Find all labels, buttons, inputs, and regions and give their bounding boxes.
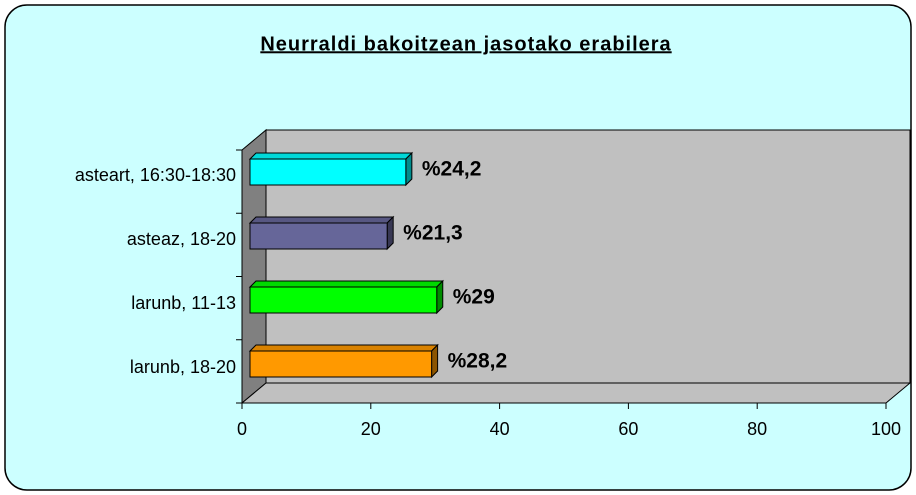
bar-side — [431, 343, 439, 379]
x-tick-label: 60 — [618, 419, 638, 439]
bar-top — [248, 280, 444, 288]
y-tick-label: larunb, 18-20 — [130, 357, 236, 377]
bar-side — [405, 151, 413, 187]
bar — [248, 151, 414, 187]
value-label: %24,2 — [422, 158, 482, 181]
x-tick-label: 80 — [747, 419, 767, 439]
bar — [248, 215, 395, 251]
value-label: %28,2 — [448, 350, 508, 373]
y-tick-label: asteart, 16:30-18:30 — [75, 165, 236, 185]
x-tick-label: 40 — [490, 419, 510, 439]
x-tick-label: 20 — [361, 419, 381, 439]
bar-side — [436, 279, 444, 315]
value-label: %29 — [453, 286, 495, 309]
bar-front — [249, 222, 388, 250]
x-tick-label: 100 — [871, 419, 901, 439]
bar-front — [249, 286, 438, 314]
bar — [248, 343, 439, 379]
bar-front — [249, 158, 407, 186]
bar-top — [248, 152, 414, 160]
bar-side — [386, 215, 394, 251]
floor — [240, 382, 912, 404]
value-label: %21,3 — [403, 222, 463, 245]
y-tick-label: asteaz, 18-20 — [127, 229, 236, 249]
x-tick-label: 0 — [237, 419, 247, 439]
bar-top — [248, 216, 395, 224]
bar-top — [248, 344, 439, 352]
bar — [248, 279, 444, 315]
chart-title: Neurraldi bakoitzean jasotako erabilera — [260, 33, 671, 55]
y-tick-label: larunb, 11-13 — [131, 293, 236, 313]
bar-front — [249, 350, 433, 378]
